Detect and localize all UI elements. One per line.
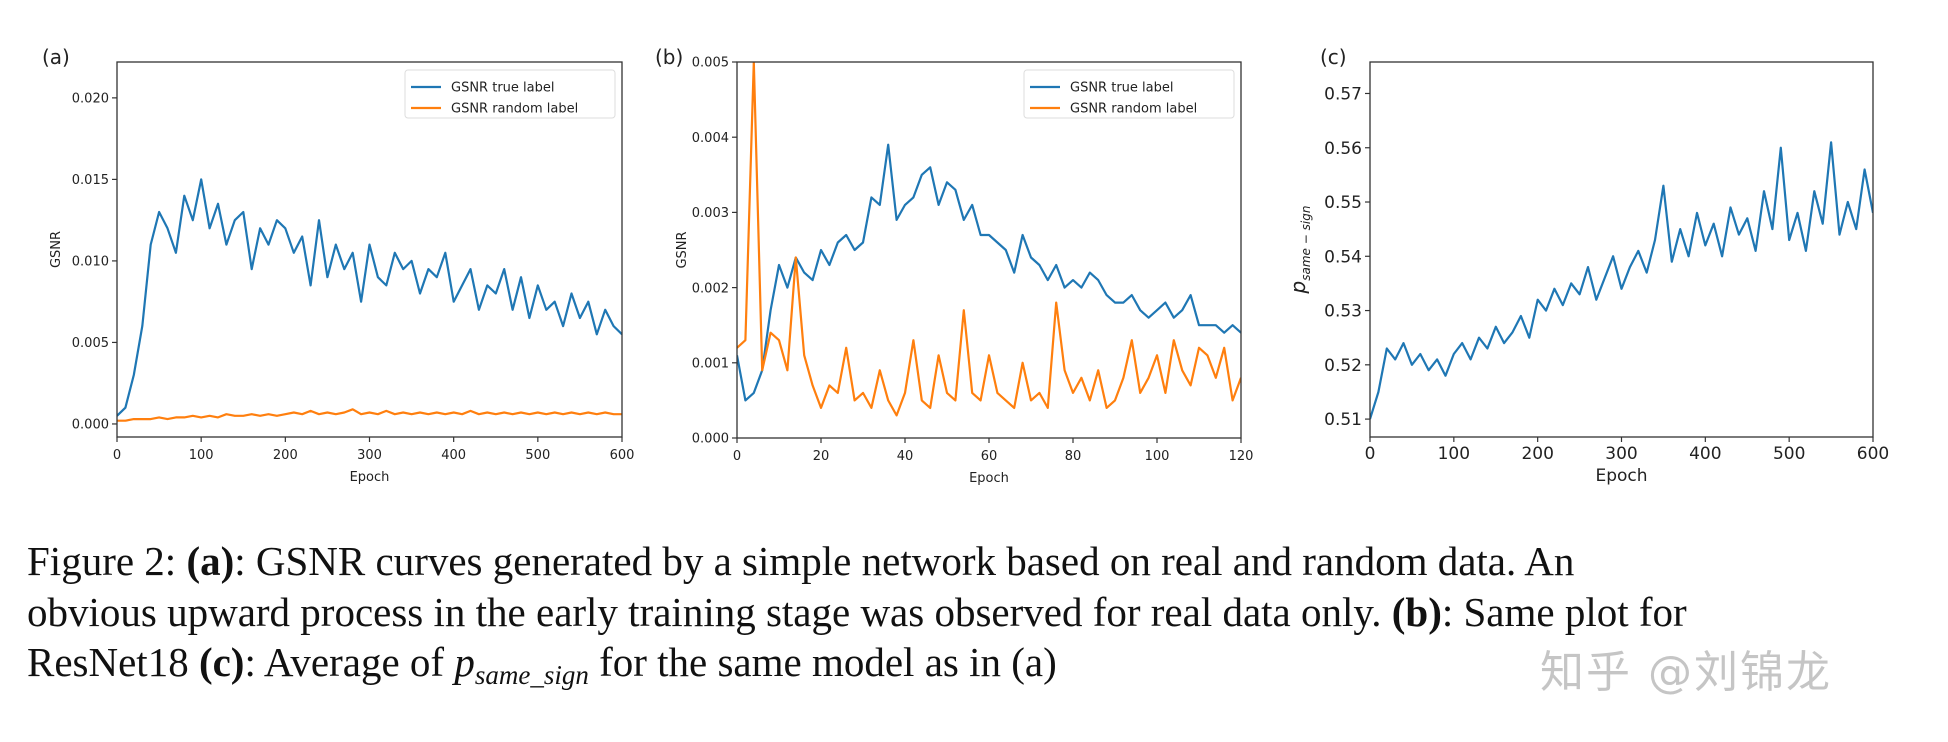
- y-tick-label: 0.000: [72, 418, 109, 433]
- legend-entry: GSNR random label: [451, 102, 578, 117]
- caption-line-1: Figure 2: (a): GSNR curves generated by …: [27, 536, 1927, 587]
- y-tick-label: 0.54: [1324, 247, 1362, 267]
- caption-b-label: (b): [1391, 588, 1442, 635]
- caption-line2-text: obvious upward process in the early trai…: [27, 588, 1392, 635]
- caption-line-3: ResNet18 (c): Average of psame_sign for …: [27, 637, 1927, 690]
- y-tick-label: 0.020: [72, 92, 109, 107]
- caption-c-end: for the same model as in (a): [588, 639, 1057, 685]
- series-line-gsnr-random-label: [737, 62, 1241, 417]
- x-tick-label: 500: [525, 448, 550, 463]
- legend-entry: GSNR true label: [451, 81, 554, 96]
- y-axis-label: GSNR: [49, 231, 64, 268]
- x-tick-label: 0: [1365, 444, 1376, 464]
- chart-panel-a: 0 100 200 300 400 500 600 0.000 0.005 0.010 0.015 0…: [42, 45, 634, 485]
- legend-entry: GSNR true label: [1070, 81, 1173, 96]
- y-tick-label: 0.51: [1324, 410, 1362, 430]
- caption-p-subscript: same_sign: [474, 660, 589, 690]
- x-tick-label: 500: [1773, 444, 1805, 464]
- x-tick-label: 400: [441, 448, 466, 463]
- y-tick-label: 0.015: [72, 173, 109, 188]
- x-axis-label: Epoch: [1595, 466, 1647, 486]
- y-tick-label: 0.004: [692, 131, 729, 146]
- caption-a-text: : GSNR curves generated by a simple netw…: [234, 538, 1575, 584]
- caption-c-label: (c): [198, 639, 245, 685]
- series-line-gsnr-true-label: [737, 143, 1241, 402]
- caption-b-text: : Same plot for: [1441, 588, 1687, 635]
- axes-frame: [1369, 61, 1874, 438]
- x-tick-label: 100: [1145, 449, 1170, 464]
- x-tick-label: 300: [357, 448, 382, 463]
- x-tick-label: 600: [610, 448, 635, 463]
- x-tick-label: 100: [1438, 444, 1470, 464]
- y-tick-label: 0.005: [692, 56, 729, 71]
- x-tick-label: 400: [1689, 444, 1721, 464]
- figure-caption: Figure 2: (a): GSNR curves generated by …: [27, 536, 1927, 690]
- x-tick-label: 0: [733, 449, 741, 464]
- x-tick-label: 100: [189, 448, 214, 463]
- series-line-gsnr-random-label: [117, 408, 622, 422]
- x-tick-label: 20: [813, 449, 830, 464]
- y-axis-label: GSNR: [675, 231, 690, 268]
- x-tick-label: 80: [1065, 449, 1082, 464]
- y-tick-label: 0.53: [1324, 302, 1362, 322]
- y-axis-label: psame − sign: [1286, 206, 1313, 295]
- x-tick-label: 200: [273, 448, 298, 463]
- caption-figure-number: Figure 2:: [27, 538, 187, 584]
- y-tick-label: 0.005: [72, 336, 109, 351]
- x-tick-label: 600: [1857, 444, 1889, 464]
- caption-p-symbol: p: [454, 639, 475, 685]
- y-tick-label: 0.002: [692, 281, 729, 296]
- y-tick-label: 0.55: [1324, 193, 1362, 213]
- x-tick-label: 300: [1605, 444, 1637, 464]
- y-tick-label: 0.56: [1324, 139, 1362, 159]
- panel-label: (a): [42, 45, 70, 69]
- y-axis-label-main: p: [1286, 281, 1310, 295]
- x-tick-label: 40: [897, 449, 914, 464]
- y-axis-label-sub: same − sign: [1299, 206, 1313, 281]
- panel-label: (c): [1320, 45, 1347, 69]
- x-axis-label: Epoch: [350, 470, 390, 485]
- figure-panels: 0 100 200 300 400 500 6000.0000.0050.0100.0150…: [42, 45, 1889, 486]
- chart-panel-b: 0 20 40 60 80 100 120 0.000 0.001 0.002 0.003 0.004…: [655, 45, 1253, 486]
- x-axis-label: Epoch: [969, 471, 1009, 486]
- y-tick-label: 0.003: [692, 206, 729, 221]
- caption-a-label: (a): [186, 538, 235, 584]
- y-tick-label: 0.57: [1324, 85, 1362, 105]
- legend-box: [404, 69, 616, 119]
- y-tick-label: 0.010: [72, 255, 109, 270]
- series-line-main: [1370, 141, 1873, 420]
- legend-box: [1023, 69, 1235, 119]
- caption-c-text: : Average of: [244, 639, 455, 685]
- series-line-gsnr-true-label: [117, 178, 622, 417]
- y-tick-label: 0.001: [692, 356, 729, 371]
- x-tick-label: 200: [1521, 444, 1553, 464]
- panel-label: (b): [655, 45, 683, 69]
- y-tick-label: 0.000: [692, 432, 729, 447]
- chart-panel-c: 0 100 200 300 400 500 600 0.51 0.52 0.53 0.54 0.55 0…: [1286, 45, 1889, 486]
- x-tick-label: 0: [113, 448, 121, 463]
- watermark: 知乎 @刘锦龙: [1540, 647, 1832, 698]
- x-tick-label: 60: [981, 449, 998, 464]
- y-tick-label: 0.52: [1324, 356, 1362, 376]
- x-tick-label: 120: [1229, 449, 1254, 464]
- legend-entry: GSNR random label: [1070, 102, 1197, 117]
- caption-line-2: obvious upward process in the early trai…: [27, 587, 1927, 638]
- caption-line3-start: ResNet18: [27, 639, 199, 685]
